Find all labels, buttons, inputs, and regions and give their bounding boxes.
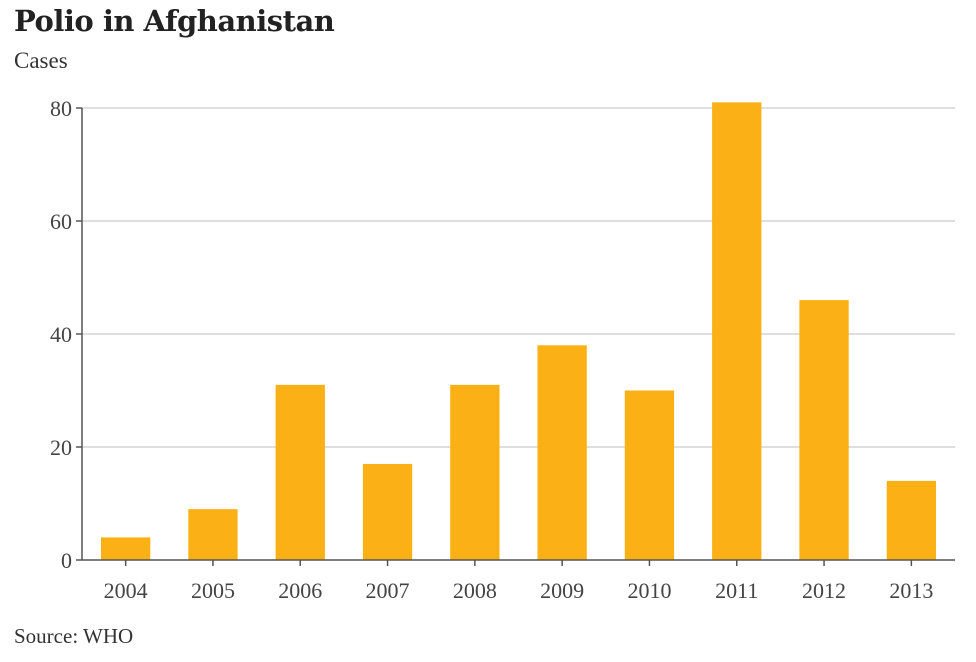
- y-tick-label: 80: [50, 96, 72, 121]
- y-tick-label: 20: [50, 435, 72, 460]
- x-tick-label: 2009: [540, 578, 584, 603]
- x-tick-labels: 2004 2005 2006 2007 2008 2009 2010 2011 2012 2013: [104, 578, 934, 603]
- source-note: Source: WHO: [14, 624, 134, 648]
- x-tick-label: 2010: [627, 578, 671, 603]
- x-tick-label: 2012: [802, 578, 846, 603]
- bars: [100, 102, 937, 560]
- axes: [76, 107, 955, 566]
- x-tick-label: 2007: [366, 578, 410, 603]
- bar-2013: [886, 480, 937, 560]
- x-tick-label: 2013: [889, 578, 933, 603]
- y-tick-label: 60: [50, 209, 72, 234]
- bar-2009: [537, 345, 587, 560]
- bar-2008: [450, 384, 500, 560]
- y-tick-labels: 0 20 40 60 80: [50, 96, 72, 573]
- bar-2007: [362, 463, 413, 560]
- x-tick-label: 2005: [191, 578, 235, 603]
- bar-2011: [712, 102, 762, 560]
- chart-subtitle: Cases: [14, 48, 68, 73]
- x-tick-label: 2008: [453, 578, 497, 603]
- bar-2012: [799, 300, 849, 560]
- bar-2010: [624, 390, 675, 560]
- bar-2005: [188, 509, 238, 560]
- chart-title: Polio in Afghanistan: [14, 4, 335, 38]
- bar-2006: [275, 384, 325, 560]
- x-tick-label: 2004: [104, 578, 148, 603]
- x-tick-label: 2011: [715, 578, 758, 603]
- x-tick-label: 2006: [278, 578, 322, 603]
- y-tick-label: 0: [61, 548, 72, 573]
- y-tick-label: 40: [50, 322, 72, 347]
- bar-2004: [100, 537, 151, 560]
